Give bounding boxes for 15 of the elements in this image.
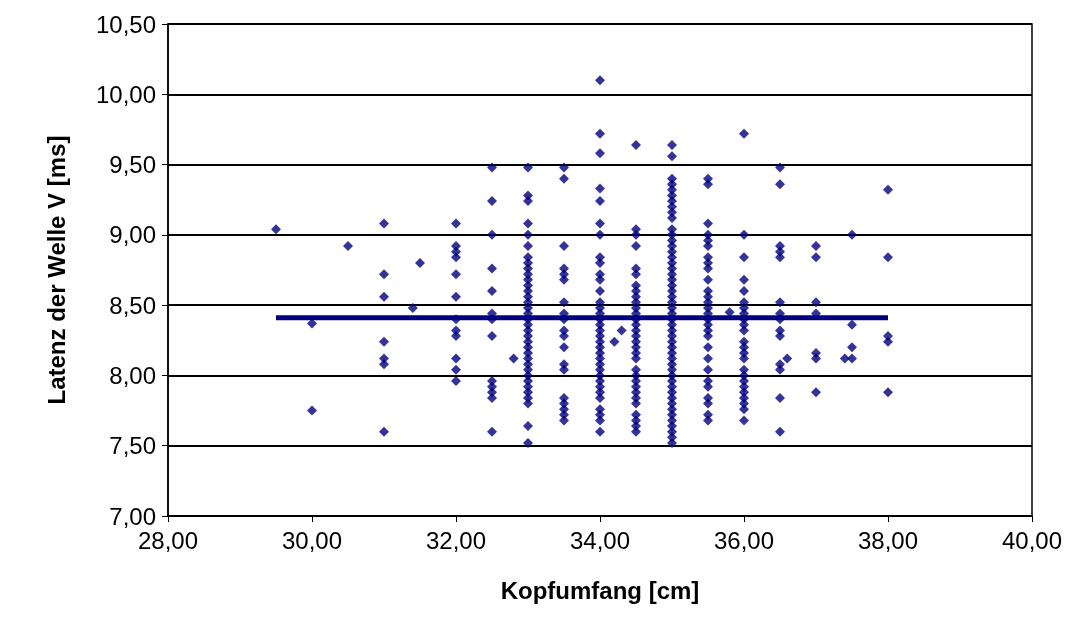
x-tick-label: 36,00 [713, 526, 775, 554]
x-tick-label: 30,00 [281, 526, 343, 554]
x-tick-label: 32,00 [425, 526, 487, 554]
x-tick-label: 40,00 [1001, 526, 1063, 554]
x-tick-label: 34,00 [569, 526, 631, 554]
y-tick-label: 9,50 [109, 151, 156, 179]
y-tick-label: 10,50 [95, 10, 156, 38]
y-axis-title: Latenz der Welle V [ms] [42, 135, 70, 405]
y-tick-label: 8,00 [109, 361, 156, 389]
y-tick-label: 8,50 [109, 291, 156, 319]
x-axis-title: Kopfumfang [cm] [500, 576, 700, 604]
x-tick-label: 38,00 [857, 526, 919, 554]
y-tick-label: 10,00 [95, 80, 156, 108]
y-tick-label: 7,50 [109, 432, 156, 460]
y-tick-label: 9,00 [109, 221, 156, 249]
